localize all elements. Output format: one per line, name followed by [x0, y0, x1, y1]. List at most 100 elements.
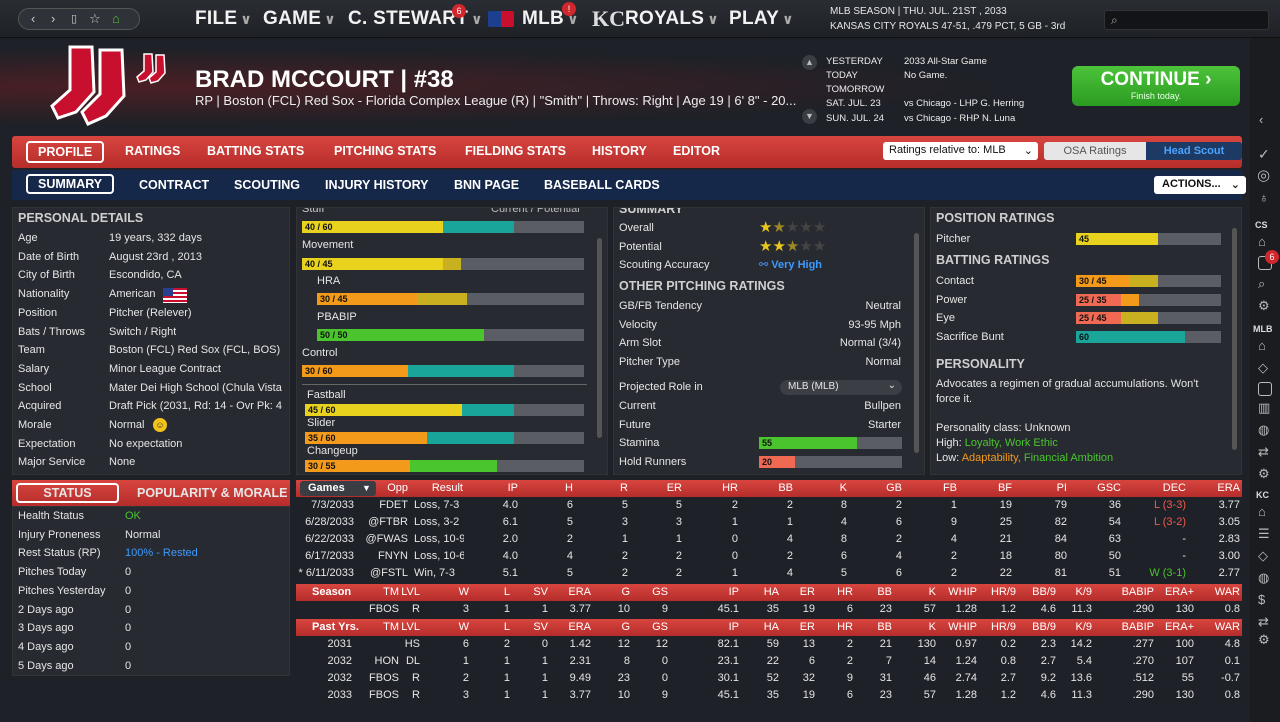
- column-header[interactable]: BB/9: [1032, 621, 1056, 633]
- money-icon[interactable]: $: [1258, 592, 1266, 607]
- column-header[interactable]: IP: [728, 586, 739, 598]
- column-header[interactable]: HR: [722, 482, 738, 494]
- home-icon[interactable]: ⌂: [1258, 504, 1266, 519]
- tab-summary[interactable]: SUMMARY: [26, 174, 115, 194]
- tab-popularity-morale[interactable]: POPULARITY & MORALE: [137, 486, 287, 500]
- column-header[interactable]: LVL: [401, 586, 420, 598]
- scrollbar[interactable]: [1232, 228, 1237, 450]
- column-header[interactable]: HR: [837, 621, 853, 633]
- column-header[interactable]: TM: [383, 621, 399, 633]
- actions-button[interactable]: ACTIONS... ⌄: [1154, 176, 1246, 194]
- column-header[interactable]: WAR: [1214, 586, 1240, 598]
- column-header[interactable]: SV: [533, 586, 548, 598]
- scrollbar[interactable]: [914, 233, 919, 453]
- tab-ratings[interactable]: RATINGS: [125, 144, 181, 158]
- column-header[interactable]: L: [503, 586, 510, 598]
- column-header[interactable]: PI: [1056, 482, 1067, 494]
- menu-file[interactable]: FILE ∨: [195, 8, 253, 29]
- column-header[interactable]: W: [458, 586, 469, 598]
- column-header[interactable]: FB: [942, 482, 957, 494]
- star-icon[interactable]: ☆: [89, 11, 101, 26]
- column-header[interactable]: K/9: [1075, 586, 1092, 598]
- column-header[interactable]: SV: [533, 621, 548, 633]
- column-header[interactable]: ER: [666, 482, 682, 494]
- column-header[interactable]: G: [621, 586, 630, 598]
- column-header[interactable]: Opp: [387, 482, 408, 494]
- transfer-icon[interactable]: ⇄: [1258, 614, 1269, 629]
- menu-game[interactable]: GAME ∨: [263, 8, 336, 29]
- column-header[interactable]: Season: [312, 586, 352, 598]
- column-header[interactable]: HR/9: [990, 586, 1016, 598]
- diamond-icon[interactable]: ◇: [1258, 360, 1268, 375]
- column-header[interactable]: W: [458, 621, 469, 633]
- column-header[interactable]: R: [620, 482, 628, 494]
- home-icon[interactable]: ⌂: [112, 11, 120, 26]
- column-header[interactable]: K: [839, 482, 847, 494]
- column-header[interactable]: Games: [300, 481, 376, 496]
- osa-ratings-toggle[interactable]: OSA Ratings: [1044, 142, 1146, 160]
- column-header[interactable]: BF: [997, 482, 1012, 494]
- column-header[interactable]: TM: [383, 586, 399, 598]
- column-header[interactable]: G: [621, 621, 630, 633]
- roster-icon[interactable]: ☰: [1258, 526, 1270, 541]
- column-header[interactable]: L: [503, 621, 510, 633]
- table-row[interactable]: 2032 FBOS R 2 1 1 9.49 23 0 30.1 52 32 9 31 46 2.74 2.7 9…: [296, 670, 1242, 687]
- table-row[interactable]: 6/17/2033 FNYN Loss, 10-6 4.0 4 2 2 0 2 6 4 2 18 80 50…: [296, 548, 1242, 565]
- column-header[interactable]: ERA+: [1164, 621, 1194, 633]
- column-header[interactable]: WHIP: [948, 621, 977, 633]
- baseball-icon[interactable]: ◍: [1258, 570, 1270, 585]
- column-header[interactable]: BB: [877, 586, 892, 598]
- schedule-up-icon[interactable]: ▲: [802, 55, 817, 70]
- column-header[interactable]: WHIP: [948, 586, 977, 598]
- settings-icon[interactable]: ⚙: [1258, 466, 1270, 481]
- column-header[interactable]: WAR: [1214, 621, 1240, 633]
- table-row[interactable]: FBOS R 3 1 1 3.77 10 9 45.1 35 19 6 23 57 1.28 1.2 4.6 11…: [296, 601, 1242, 618]
- settings-icon[interactable]: ⚙: [1258, 632, 1270, 647]
- column-header[interactable]: BABIP: [1121, 621, 1154, 633]
- column-header[interactable]: BB/9: [1032, 586, 1056, 598]
- column-header[interactable]: ERA: [568, 586, 591, 598]
- tab-baseball-cards[interactable]: BASEBALL CARDS: [544, 178, 660, 192]
- column-header[interactable]: ER: [799, 586, 815, 598]
- column-header[interactable]: BB: [778, 482, 793, 494]
- tab-pitching-stats[interactable]: PITCHING STATS: [334, 144, 437, 158]
- table-row[interactable]: 6/28/2033 @FTBR Loss, 3-2 6.1 5 3 3 1 1 4 6 9 25 82 54…: [296, 514, 1242, 531]
- column-header[interactable]: GS: [652, 586, 668, 598]
- table-row[interactable]: 6/22/2033 @FWAS Loss, 10-9 2.0 2 1 1 0 4 8 2 4 21 84 6…: [296, 531, 1242, 548]
- table-row[interactable]: 2032 HON DL 1 1 1 2.31 8 0 23.1 22 6 2 7 14 1.24 0.8 2.7 5…: [296, 653, 1242, 670]
- checkmark-icon[interactable]: ✓: [1258, 146, 1270, 162]
- table-row[interactable]: 7/3/2033 FDET Loss, 7-3 4.0 6 5 5 2 2 8 2 1 19 79 36 L …: [296, 497, 1242, 514]
- search-icon[interactable]: ⌕: [1258, 276, 1266, 291]
- menu-mlb[interactable]: MLB ∨: [522, 8, 579, 29]
- column-header[interactable]: ERA+: [1164, 586, 1194, 598]
- lightbulb-icon[interactable]: ♁: [1259, 190, 1269, 205]
- collapse-icon[interactable]: ‹: [1259, 112, 1264, 127]
- diamond-icon[interactable]: ◇: [1258, 548, 1268, 563]
- window-icon[interactable]: ▯: [71, 13, 78, 25]
- back-icon[interactable]: ‹: [31, 11, 36, 26]
- column-header[interactable]: K: [928, 621, 936, 633]
- column-header[interactable]: K/9: [1075, 621, 1092, 633]
- menu-royals[interactable]: ROYALS ∨: [625, 8, 719, 29]
- tab-injury-history[interactable]: INJURY HISTORY: [325, 178, 429, 192]
- forward-icon[interactable]: ›: [51, 11, 56, 26]
- schedule-down-icon[interactable]: ▼: [802, 109, 817, 124]
- tab-fielding-stats[interactable]: FIELDING STATS: [465, 144, 566, 158]
- column-header[interactable]: ERA: [568, 621, 591, 633]
- menu-play[interactable]: PLAY ∨: [729, 8, 794, 29]
- tab-bnn-page[interactable]: BNN PAGE: [454, 178, 520, 192]
- column-header[interactable]: DEC: [1162, 482, 1186, 494]
- search-input[interactable]: ⌕: [1104, 10, 1269, 30]
- column-header[interactable]: HA: [763, 586, 779, 598]
- continue-button[interactable]: CONTINUE › Finish today.: [1072, 66, 1240, 106]
- column-header[interactable]: Past Yrs.: [312, 621, 359, 633]
- globe-icon[interactable]: ◎: [1257, 167, 1271, 184]
- column-header[interactable]: IP: [728, 621, 739, 633]
- ratings-relative-select[interactable]: Ratings relative to: MLB ⌄: [883, 142, 1038, 160]
- column-header[interactable]: GB: [886, 482, 902, 494]
- column-header[interactable]: GS: [652, 621, 668, 633]
- tab-scouting[interactable]: SCOUTING: [234, 178, 300, 192]
- column-header[interactable]: LVL: [401, 621, 420, 633]
- column-header[interactable]: BABIP: [1121, 586, 1154, 598]
- baseball-icon[interactable]: ◍: [1258, 422, 1270, 437]
